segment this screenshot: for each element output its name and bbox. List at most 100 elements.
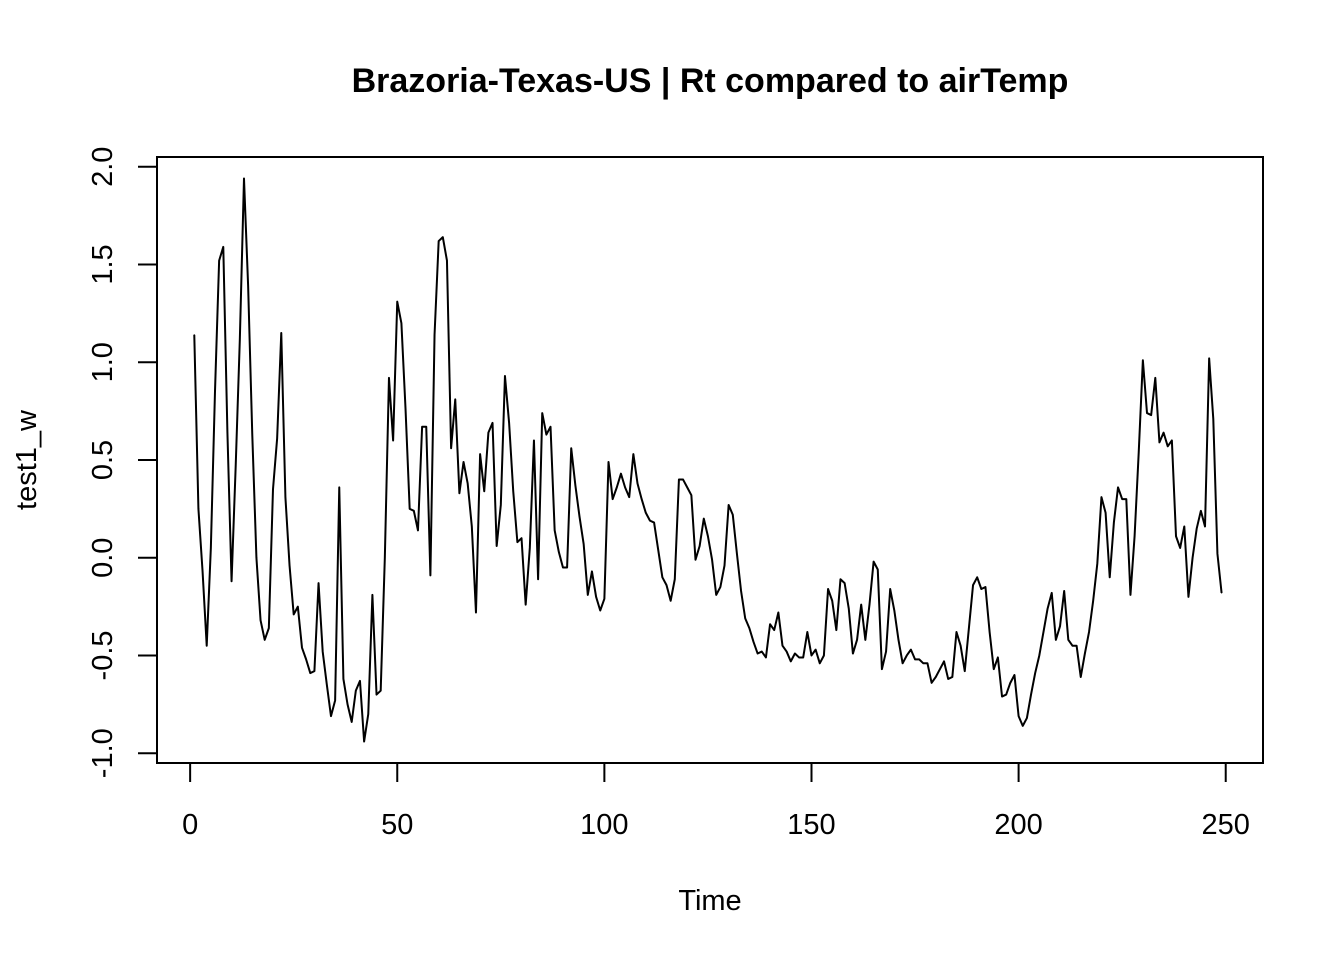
y-tick-label: -1.0 [87,728,119,778]
data-point [777,611,779,614]
x-tick-label: 200 [994,809,1042,841]
data-point [371,594,373,596]
data-point [881,668,883,670]
data-point [1204,525,1206,528]
plot-frame [156,156,1264,764]
data-point [475,611,477,614]
data-point [206,645,208,647]
data-point [653,521,655,524]
data-point [404,408,407,410]
data-point [1183,525,1185,528]
data-point [454,398,456,400]
data-point [566,566,568,569]
data-point [537,578,539,580]
data-point [230,580,233,582]
data-point [375,693,378,696]
data-point [1117,486,1119,488]
data-point [367,713,369,715]
data-point [591,570,593,573]
data-point [458,492,460,494]
data-point [616,486,618,488]
data-point [462,461,465,463]
data-point [1104,512,1107,514]
data-point [802,656,804,659]
data-point [317,582,320,584]
data-point [392,439,394,442]
data-point [939,668,941,670]
data-point [293,613,295,616]
data-point [624,486,626,488]
x-tick-label: 50 [381,809,413,841]
data-point [1191,557,1194,559]
data-point [487,432,489,434]
data-point [1187,596,1190,598]
data-point [288,564,291,567]
data-point [972,584,974,586]
data-point [1175,535,1177,537]
data-point [276,437,278,440]
data-point [868,604,871,606]
x-tick-label: 0 [182,809,198,841]
data-point [496,545,498,547]
data-point [425,426,427,428]
y-axis: -1.0 -0.5 0.0 0.5 1.0 1.5 2.0 [87,147,158,778]
data-point [670,600,672,602]
data-point [1220,592,1223,594]
data-point [897,639,900,641]
data-point [1063,590,1065,592]
data-point [1179,547,1181,549]
data-point [740,590,742,592]
data-point [554,529,556,531]
data-point [848,607,850,610]
data-point [239,338,241,340]
data-point [918,658,920,660]
data-point [1088,631,1090,633]
data-point [723,564,726,567]
data-point [694,559,697,561]
data-point [1208,357,1210,359]
data-point [819,662,821,664]
x-axis-label: Time [678,885,741,917]
data-point [301,647,303,649]
data-point [1005,693,1007,696]
data-point [1109,576,1111,578]
data-point [429,574,431,576]
data-point [326,684,328,686]
data-point [400,322,402,324]
data-point [645,512,647,514]
data-point [628,496,630,498]
data-point [578,516,581,518]
data-point [1009,682,1011,684]
data-point [1042,631,1045,633]
chart-title: Brazoria-Texas-US | Rt compared to airTe… [352,62,1069,100]
data-point [794,652,796,655]
data-point [976,576,978,578]
series-line [193,177,1223,743]
data-point [1162,432,1165,434]
data-point [806,631,808,633]
data-point [1084,652,1086,655]
data-point [856,639,858,641]
data-point [943,660,945,662]
y-tick-label: 1.5 [87,244,119,284]
data-point [272,488,274,490]
data-point [736,553,738,555]
data-point [313,670,316,672]
data-point [997,656,999,659]
data-point [1171,439,1173,442]
data-point [873,561,875,563]
data-point [1154,377,1156,379]
x-axis: 0 50 100 150 200 250 [182,762,1250,841]
data-point [690,494,692,496]
data-point [810,654,813,657]
data-point [1212,418,1214,420]
data-point [533,439,535,442]
data-point [1113,521,1115,524]
data-point [268,627,270,629]
data-point [682,478,684,481]
data-point [384,557,386,559]
data-point [1129,594,1132,596]
data-point [222,246,224,248]
data-point [342,678,344,680]
data-point [442,236,444,238]
